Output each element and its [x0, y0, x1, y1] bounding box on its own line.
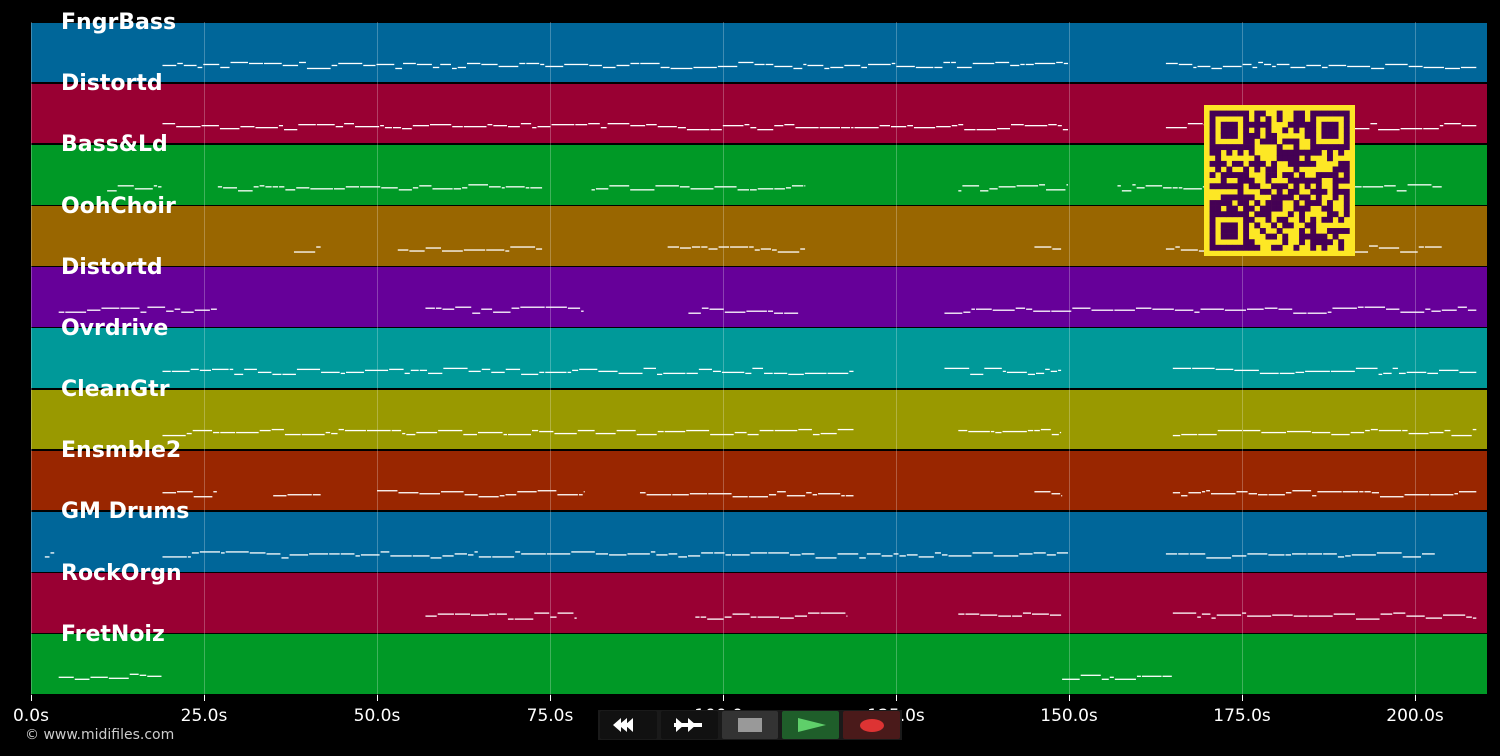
track-lane[interactable]: [31, 389, 1487, 450]
track-label: Ovrdrive: [61, 315, 169, 341]
note-segment: [695, 612, 848, 620]
gridline: [1069, 22, 1071, 695]
track-label: Distortd: [61, 254, 163, 280]
note-segment: [162, 491, 217, 498]
stop-button[interactable]: [721, 711, 779, 739]
note-segment: [1172, 428, 1477, 437]
note-segment: [162, 367, 854, 376]
note-segment: [944, 306, 1477, 314]
note-segment: [1034, 246, 1062, 250]
note-segment: [1062, 674, 1172, 680]
note-segment: [107, 185, 162, 192]
tick-mark: [31, 695, 32, 701]
stop-icon: [737, 718, 762, 732]
note-segment: [1034, 491, 1063, 497]
gridline: [723, 22, 724, 695]
track-lane[interactable]: [31, 328, 1487, 389]
note-segment: [944, 367, 1062, 376]
note-segment: [377, 490, 585, 498]
tick-mark: [723, 695, 724, 701]
tick-label: 25.0s: [180, 706, 228, 726]
fast-forward-button[interactable]: [660, 711, 718, 739]
tick-mark: [1069, 695, 1071, 701]
note-segment: [217, 184, 543, 192]
track-label: Bass&Ld: [61, 132, 168, 158]
note-segment: [425, 306, 584, 314]
note-segment: [1165, 61, 1477, 70]
note-segment: [162, 123, 854, 131]
note-segment: [44, 552, 55, 558]
note-segment: [273, 494, 321, 497]
note-segment: [667, 246, 806, 253]
tick-label: 75.0s: [526, 706, 574, 726]
gridline: [1242, 22, 1244, 695]
tick-mark: [1415, 695, 1417, 701]
track-label: OohChoir: [61, 193, 176, 219]
tick-mark: [896, 695, 898, 701]
note-segment: [688, 307, 799, 314]
track-label: FretNoiz: [61, 621, 165, 647]
track-label: CleanGtr: [61, 377, 170, 403]
tick-label: 50.0s: [353, 706, 401, 726]
play-button[interactable]: [782, 711, 840, 739]
rewind-icon: [613, 718, 634, 732]
copyright: © www.midifiles.com: [25, 727, 175, 743]
tick-label: 200.0s: [1386, 706, 1444, 726]
track-lane[interactable]: [31, 22, 1487, 83]
playback-controls: [598, 710, 902, 740]
note-segment: [1172, 612, 1477, 620]
track-label: Distortd: [61, 71, 163, 97]
note-segment: [162, 428, 854, 437]
note-segment: [854, 125, 958, 129]
note-segment: [425, 612, 577, 620]
note-segment: [293, 246, 321, 253]
notes-layer: [44, 61, 1477, 680]
gridline: [550, 22, 551, 695]
note-segment: [958, 184, 1069, 192]
note-segment: [397, 246, 543, 252]
note-segment: [162, 551, 1069, 559]
note-segment: [58, 673, 162, 680]
record-icon: [859, 718, 884, 732]
tick-mark: [550, 695, 551, 701]
tick-mark: [204, 695, 205, 701]
gridline: [896, 22, 898, 695]
note-segment: [639, 491, 854, 498]
note-segment: [1165, 552, 1435, 559]
track-lane[interactable]: [31, 634, 1487, 694]
note-segment: [1172, 367, 1477, 376]
gridline: [204, 22, 205, 695]
tick-mark: [377, 695, 378, 701]
gridline: [31, 22, 32, 695]
track-lane[interactable]: [31, 267, 1487, 327]
note-segment: [1172, 490, 1477, 498]
note-segment: [958, 428, 1062, 436]
tick-label: 0.0s: [13, 706, 49, 726]
note-segment: [58, 306, 217, 313]
track-lane[interactable]: [31, 511, 1487, 572]
record-button[interactable]: [843, 711, 900, 739]
rewind-button[interactable]: [600, 711, 657, 739]
tick-label: 150.0s: [1040, 706, 1098, 726]
qr-code: [1204, 105, 1355, 256]
fast-forward-icon: [674, 718, 703, 732]
track-lane[interactable]: [31, 573, 1487, 633]
track-label: Ensmble2: [61, 438, 182, 464]
track-label: FngrBass: [61, 10, 177, 35]
tick-mark: [1242, 695, 1244, 701]
note-segment: [591, 185, 806, 191]
track-label: RockOrgn: [61, 560, 182, 586]
track-lane[interactable]: [31, 450, 1487, 511]
play-icon: [797, 718, 826, 732]
track-label: GM Drums: [61, 499, 190, 525]
gridline: [377, 22, 378, 695]
note-segment: [958, 124, 1069, 131]
tick-label: 175.0s: [1213, 706, 1271, 726]
gridline: [1415, 22, 1417, 695]
note-segment: [162, 61, 1069, 70]
note-segment: [958, 612, 1062, 617]
